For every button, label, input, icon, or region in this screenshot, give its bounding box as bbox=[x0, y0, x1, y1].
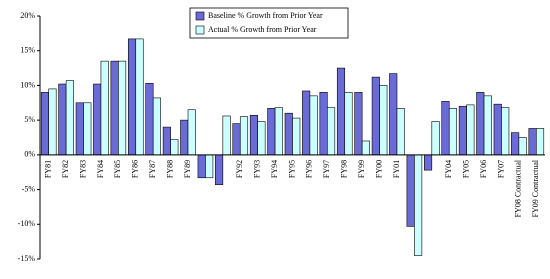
y-tick-label: -5% bbox=[22, 184, 36, 193]
bar bbox=[336, 67, 346, 156]
bar bbox=[232, 123, 241, 156]
legend-label: Actual % Growth from Prior Year bbox=[208, 25, 317, 34]
bar bbox=[170, 139, 179, 156]
bar bbox=[483, 95, 492, 156]
x-tick-label: FY82 bbox=[61, 160, 70, 178]
bar bbox=[93, 83, 102, 156]
bar bbox=[406, 154, 415, 227]
bar bbox=[344, 92, 353, 156]
bar bbox=[267, 108, 276, 156]
bar bbox=[135, 38, 144, 156]
bar bbox=[511, 132, 520, 156]
bar bbox=[58, 83, 67, 156]
bar bbox=[327, 107, 336, 156]
x-tick-label: FY87 bbox=[148, 160, 157, 178]
bar bbox=[162, 126, 171, 156]
bar bbox=[40, 92, 50, 156]
legend-swatch bbox=[195, 11, 205, 21]
x-tick-label: FY99 bbox=[357, 160, 366, 178]
x-tick-label: FY81 bbox=[44, 160, 53, 178]
y-tick-label: 0% bbox=[24, 150, 35, 159]
bar bbox=[180, 119, 189, 156]
bar bbox=[83, 102, 92, 156]
y-tick-label: 20% bbox=[20, 11, 35, 20]
x-tick-label: FY05 bbox=[461, 160, 470, 178]
x-tick-label: FY88 bbox=[165, 160, 174, 178]
x-tick-label: FY92 bbox=[235, 160, 244, 178]
bar bbox=[249, 114, 258, 156]
x-tick-label: FY95 bbox=[287, 160, 296, 178]
x-tick-label: FY08 Contractual bbox=[514, 159, 523, 217]
bar bbox=[118, 60, 127, 156]
y-tick-label: 5% bbox=[24, 115, 35, 124]
bar bbox=[535, 128, 545, 156]
bar bbox=[65, 80, 74, 156]
x-tick-label: FY07 bbox=[496, 160, 505, 178]
bar bbox=[205, 154, 214, 179]
bar bbox=[110, 60, 119, 156]
y-tick-label: -15% bbox=[18, 254, 36, 263]
x-tick-label: FY96 bbox=[305, 160, 314, 178]
bar bbox=[501, 107, 510, 156]
x-tick-label: FY89 bbox=[183, 160, 192, 178]
bar bbox=[152, 97, 161, 156]
x-tick-label: FY04 bbox=[444, 160, 453, 178]
bar bbox=[431, 121, 440, 156]
bar bbox=[354, 92, 363, 156]
bar bbox=[239, 116, 249, 156]
bar bbox=[518, 137, 527, 156]
bar bbox=[292, 117, 301, 156]
bar bbox=[476, 92, 485, 156]
x-tick-label: FY97 bbox=[322, 160, 331, 178]
bar bbox=[309, 95, 318, 156]
bar bbox=[284, 112, 293, 156]
bar bbox=[389, 73, 398, 156]
bar bbox=[127, 38, 137, 156]
legend-swatch bbox=[195, 25, 205, 35]
bar bbox=[414, 154, 423, 256]
bar bbox=[319, 92, 328, 156]
bar bbox=[361, 140, 370, 156]
bar bbox=[441, 101, 450, 156]
x-tick-label: FY06 bbox=[479, 160, 488, 178]
bar bbox=[222, 115, 231, 156]
legend-label: Baseline % Growth from Prior Year bbox=[208, 11, 323, 20]
x-tick-label: FY94 bbox=[270, 160, 279, 178]
bar bbox=[197, 154, 206, 179]
bar bbox=[274, 107, 283, 156]
bar bbox=[100, 60, 109, 156]
y-tick-label: 15% bbox=[20, 46, 35, 55]
x-tick-label: FY09 Contractual bbox=[531, 159, 540, 217]
bar bbox=[466, 104, 475, 156]
x-tick-label: FY84 bbox=[96, 160, 105, 178]
bar bbox=[371, 76, 380, 156]
bar bbox=[528, 128, 537, 156]
x-tick-label: FY98 bbox=[340, 160, 349, 178]
y-tick-label: 10% bbox=[20, 80, 35, 89]
bar bbox=[187, 109, 196, 156]
bar bbox=[493, 103, 502, 156]
bar bbox=[48, 88, 57, 156]
y-tick-label: -10% bbox=[18, 219, 36, 228]
bar bbox=[302, 90, 311, 156]
x-tick-label: FY93 bbox=[253, 160, 262, 178]
bar bbox=[458, 105, 467, 156]
bar bbox=[215, 154, 224, 186]
x-tick-label: FY86 bbox=[131, 160, 140, 178]
x-tick-label: FY83 bbox=[78, 160, 87, 178]
bar bbox=[75, 102, 84, 156]
legend-box bbox=[189, 7, 349, 39]
bar bbox=[424, 154, 433, 171]
bar bbox=[257, 121, 266, 156]
x-tick-label: FY85 bbox=[113, 160, 122, 178]
x-tick-label: FY00 bbox=[374, 160, 383, 178]
bar bbox=[396, 108, 405, 156]
bar bbox=[448, 108, 458, 156]
bar bbox=[145, 83, 154, 156]
x-tick-label: FY01 bbox=[392, 160, 401, 178]
bar bbox=[379, 85, 388, 156]
